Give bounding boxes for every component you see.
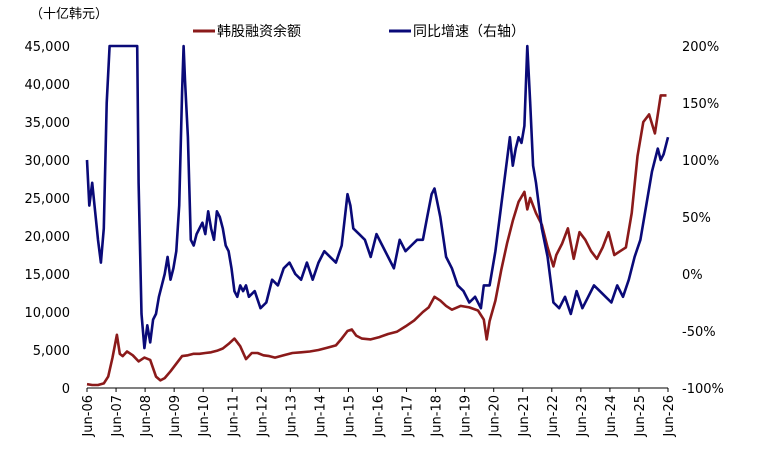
x-tick-label: Jun-12 [255, 395, 270, 438]
x-tick-label: Jun-08 [139, 395, 154, 438]
y-left-tick-label: 5,000 [33, 344, 70, 359]
legend-label: 韩股融资余额 [217, 23, 301, 40]
x-tick-label: Jun-23 [575, 395, 590, 438]
y-left-tick-label: 0 [62, 382, 70, 397]
y-left-tick-label: 45,000 [25, 40, 71, 55]
series-line-yoy-growth [85, 44, 670, 350]
x-tick-label: Jun-21 [517, 395, 532, 438]
x-tick-label: Jun-20 [488, 395, 503, 438]
x-tick-label: Jun-13 [284, 395, 299, 438]
x-tick-label: Jun-17 [401, 395, 416, 438]
series-line-margin-balance [86, 94, 667, 387]
x-tick-label: Jun-18 [430, 395, 445, 438]
y-left-tick-label: 15,000 [25, 268, 71, 283]
y-right-tick-label: 150% [682, 97, 719, 112]
x-tick-label: Jun-15 [342, 395, 357, 438]
y-left-tick-label: 30,000 [25, 154, 71, 169]
y-right-tick-label: -50% [682, 325, 716, 340]
y-left-tick-label: 20,000 [25, 230, 71, 245]
x-tick-label: Jun-24 [604, 395, 619, 438]
y-left-tick-label: 35,000 [25, 116, 71, 131]
x-tick-label: Jun-19 [459, 395, 474, 438]
x-tick-label: Jun-22 [546, 395, 561, 438]
y-right-tick-label: 50% [682, 211, 711, 226]
x-tick-label: Jun-16 [372, 395, 387, 438]
legend: 韩股融资余额 同比增速（右轴） [193, 23, 525, 40]
y-right-tick-label: -100% [682, 382, 724, 397]
y-right-tick-label: 100% [682, 154, 719, 169]
x-tick-label: Jun-11 [226, 395, 241, 438]
series-group [85, 44, 670, 387]
axes: 0 5,000 10,000 15,000 20,000 25,000 30,000 35,0… [25, 40, 724, 438]
y-left-tick-label: 25,000 [25, 192, 71, 207]
x-tick-label: Jun-06 [81, 395, 96, 438]
y-unit-label: （十亿韩元） [30, 7, 108, 22]
x-tick-label: Jun-26 [662, 395, 677, 438]
y-right-tick-label: 200% [682, 40, 719, 55]
y-left-tick-label: 10,000 [25, 306, 71, 321]
y-left-tick-label: 40,000 [25, 78, 71, 93]
x-tick-label: Jun-09 [168, 395, 183, 438]
legend-label: 同比增速（右轴） [413, 24, 525, 40]
x-tick-label: Jun-14 [313, 395, 328, 438]
x-tick-label: Jun-25 [633, 395, 648, 438]
x-tick-label: Jun-10 [197, 395, 212, 438]
x-tick-label: Jun-07 [110, 395, 125, 438]
y-right-tick-label: 0% [682, 268, 703, 283]
